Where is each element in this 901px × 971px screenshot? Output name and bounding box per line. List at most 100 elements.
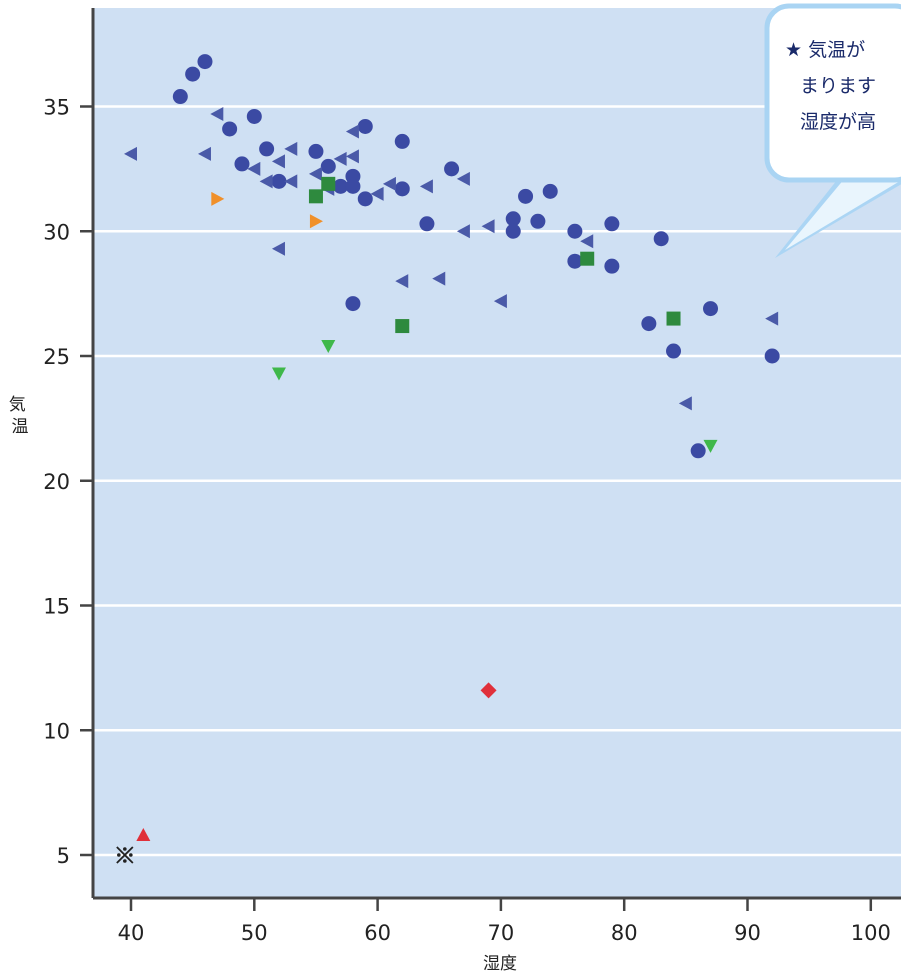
data-point-triangle-left-8 [284,174,298,189]
y-axis-title-char-2: 温 [12,417,29,437]
y-tick-label-5: 5 [57,844,70,868]
data-point-triangle-down-2 [703,439,718,453]
data-point-triangle-left-0 [124,146,137,161]
data-point-square-2 [395,319,410,334]
data-point-circle-0 [172,89,188,105]
data-point-circle-29 [641,316,657,332]
y-axis-title-char-1: 気 [9,395,26,415]
data-point-circle-34 [764,348,780,364]
data-point-circle-10 [333,178,349,194]
data-point-triangle-left-6 [271,241,285,256]
data-point-circle-8 [308,143,324,159]
data-point-circle-14 [357,118,373,134]
data-point-circle-30 [653,231,669,247]
data-point-circle-31 [666,343,682,359]
data-point-triangle-left-23 [580,234,594,249]
data-point-circle-19 [444,161,460,177]
data-point-circle-2 [197,54,213,70]
callout-box [764,3,901,183]
data-point-triangle-left-25 [765,311,779,326]
data-point-circle-7 [271,173,287,189]
data-point-circle-9 [320,158,336,174]
data-point-square-1 [321,176,336,191]
data-point-triangle-left-3 [247,161,261,176]
data-point-circle-18 [419,216,435,232]
data-point-triangle-right-1 [309,214,323,229]
data-point-triangle-down-0 [271,367,286,381]
data-point-circle-32 [690,443,706,459]
data-point-circle-28 [604,258,620,274]
data-point-triangle-left-16 [395,274,409,289]
data-point-circle-3 [222,121,238,137]
data-point-triangle-down-1 [321,340,336,354]
data-point-triangle-left-12 [345,124,359,139]
data-point-circle-16 [394,133,410,149]
annotation-callout: ★ 気温が まります 湿度が高 [764,3,901,258]
data-points [116,54,780,864]
data-point-square-3 [580,251,595,266]
data-point-circle-17 [394,181,410,197]
data-point-circle-22 [518,188,534,204]
y-tick-label-20: 20 [43,470,70,494]
data-point-triangle-left-7 [284,141,298,156]
data-point-triangle-left-17 [419,179,433,194]
data-point-circle-33 [703,301,719,317]
x-tick-label-70: 70 [488,921,515,945]
data-point-triangle-left-24 [678,396,692,411]
data-point-triangle-left-20 [456,224,470,239]
data-point-circle-4 [234,156,250,172]
data-point-triangle-left-13 [345,149,359,164]
data-point-circle-5 [246,108,262,124]
data-point-circle-27 [604,216,620,232]
y-axis-title: 気 温 [9,395,31,437]
ticks: 5 10 15 20 25 30 35 40 50 60 70 80 90 100 [43,96,891,946]
x-tick-label-60: 60 [364,921,391,945]
x-tick-label-50: 50 [241,921,268,945]
data-point-circle-20 [505,211,521,227]
data-point-triangle-left-5 [271,154,285,169]
data-point-triangle-left-15 [382,176,396,191]
data-point-triangle-left-18 [432,271,446,286]
data-point-triangle-left-14 [370,186,384,201]
y-tick-label-15: 15 [43,595,70,619]
y-tick-label-10: 10 [43,719,70,743]
callout-line-1: ★ 気温が [785,39,865,61]
data-point-triangle-left-2 [210,106,224,121]
data-point-square-0 [308,189,323,204]
data-point-diamond-0 [480,682,497,699]
x-tick-label-40: 40 [118,921,145,945]
axes [91,8,901,900]
x-axis-title: 湿度 [483,954,517,971]
data-point-triangle-left-21 [481,219,495,234]
data-point-circle-6 [259,141,275,157]
data-point-triangle-left-19 [456,171,470,186]
x-tick-label-100: 100 [851,921,891,945]
data-point-triangle-left-22 [493,294,507,309]
data-point-triangle-right-0 [211,191,225,206]
y-tick-label-25: 25 [43,345,70,369]
data-point-circle-1 [185,66,201,82]
x-tick-label-90: 90 [734,921,761,945]
data-point-triangle-left-11 [333,151,347,166]
data-point-square-4 [666,311,681,326]
data-point-circle-15 [357,191,373,207]
data-point-circle-23 [530,213,546,229]
data-point-circle-13 [345,296,361,312]
data-point-triangle-left-9 [308,166,322,181]
data-point-circle-12 [345,178,361,194]
y-tick-label-30: 30 [43,220,70,244]
data-point-circle-26 [567,253,583,269]
data-point-triangle-left-4 [259,174,273,189]
x-tick-label-80: 80 [611,921,638,945]
data-point-triangle-up-0 [136,828,151,842]
data-point-asterisk-0 [116,846,134,864]
callout-line-3: 湿度が高 [800,111,876,133]
data-point-circle-21 [505,223,521,239]
callout-pointer-inner [785,172,901,250]
data-point-circle-25 [567,223,583,239]
callout-line-2: まります [800,75,876,97]
data-point-triangle-left-1 [197,146,211,161]
y-tick-label-35: 35 [43,96,70,120]
data-point-circle-24 [542,183,558,199]
